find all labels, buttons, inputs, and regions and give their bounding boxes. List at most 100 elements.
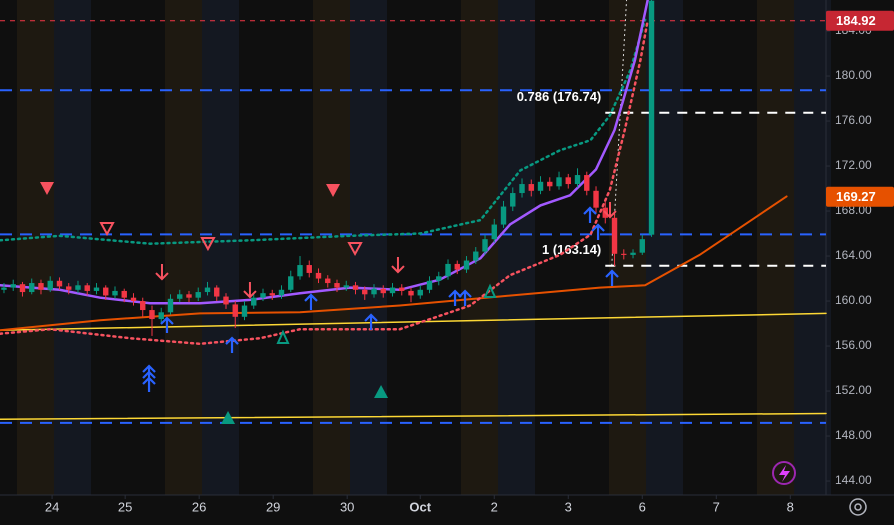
candle-body bbox=[528, 184, 534, 191]
candle-body bbox=[547, 181, 553, 187]
session-band bbox=[387, 0, 424, 495]
alert-icon[interactable] bbox=[772, 461, 796, 485]
signal-marker bbox=[225, 336, 239, 354]
candle-body bbox=[10, 284, 16, 288]
y-tick-label: 152.00 bbox=[835, 383, 872, 397]
session-band bbox=[683, 0, 720, 495]
indicator-line bbox=[0, 18, 650, 346]
candle-body bbox=[473, 251, 479, 261]
session-band bbox=[794, 0, 831, 495]
signal-marker bbox=[155, 264, 169, 281]
candle-body bbox=[269, 293, 275, 296]
candle-body bbox=[84, 285, 90, 291]
indicator-line bbox=[0, 412, 827, 420]
signal-marker bbox=[364, 313, 378, 330]
indicator-line bbox=[0, 312, 827, 332]
session-band bbox=[757, 0, 794, 495]
candle-body bbox=[241, 305, 248, 317]
session-band bbox=[165, 0, 202, 495]
signal-marker bbox=[276, 329, 290, 344]
candle-body bbox=[565, 177, 571, 185]
candle-body bbox=[112, 290, 118, 296]
session-shading bbox=[17, 0, 831, 495]
x-tick-label: 8 bbox=[787, 499, 794, 514]
signal-marker bbox=[200, 237, 216, 252]
session-band bbox=[17, 0, 54, 495]
candle-body bbox=[103, 287, 109, 296]
session-band bbox=[350, 0, 387, 495]
price-tag bbox=[826, 186, 894, 207]
candle-body bbox=[454, 263, 460, 270]
session-band bbox=[461, 0, 498, 495]
candle-body bbox=[621, 253, 627, 255]
indicator-line bbox=[0, 18, 647, 245]
x-tick-label: 29 bbox=[266, 499, 280, 514]
session-band bbox=[535, 0, 572, 495]
settings-button[interactable] bbox=[849, 498, 867, 516]
signal-marker bbox=[591, 223, 605, 240]
signal-marker bbox=[448, 289, 462, 307]
candle-body bbox=[362, 289, 368, 295]
candle-body bbox=[584, 175, 590, 191]
candle-body bbox=[639, 239, 645, 253]
candle-body bbox=[177, 294, 183, 299]
x-tick-label: 30 bbox=[340, 499, 354, 514]
alert-icon-ring[interactable] bbox=[772, 461, 796, 485]
signal-marker bbox=[243, 282, 257, 299]
session-band bbox=[239, 0, 276, 495]
candle-body bbox=[315, 272, 322, 279]
price-tag-label: 169.27 bbox=[836, 189, 876, 204]
candle-body bbox=[47, 280, 53, 290]
y-tick-label: 180.00 bbox=[835, 68, 872, 82]
candle-body bbox=[121, 290, 127, 298]
candle-body bbox=[214, 287, 220, 297]
candle-body bbox=[491, 224, 497, 240]
price-tag-label: 184.92 bbox=[836, 13, 876, 28]
candle-body bbox=[158, 312, 164, 320]
candle-body bbox=[75, 285, 81, 290]
x-tick-label: 25 bbox=[118, 499, 132, 514]
settings-gear[interactable] bbox=[849, 498, 867, 516]
candle-body bbox=[149, 310, 155, 320]
session-band bbox=[572, 0, 609, 495]
session-band bbox=[424, 0, 461, 495]
candle-body bbox=[556, 177, 562, 187]
candle-body bbox=[167, 298, 174, 313]
session-band bbox=[54, 0, 91, 495]
candle-body bbox=[399, 287, 405, 291]
candle-body bbox=[630, 252, 636, 255]
session-band bbox=[276, 0, 313, 495]
signal-marker bbox=[99, 222, 115, 237]
y-tick-label: 172.00 bbox=[835, 158, 872, 172]
y-tick-label: 156.00 bbox=[835, 338, 872, 352]
signal-marker bbox=[374, 384, 389, 398]
y-tick-label: 144.00 bbox=[835, 473, 872, 487]
candle-body bbox=[260, 293, 266, 298]
candle-body bbox=[56, 280, 63, 287]
candle-body bbox=[29, 283, 35, 293]
candle-body bbox=[436, 276, 442, 281]
candle-body bbox=[519, 184, 525, 194]
x-tick-label: 2 bbox=[491, 499, 498, 514]
candle-body bbox=[537, 181, 544, 191]
candle-body bbox=[278, 289, 285, 296]
candle-body bbox=[1, 287, 7, 290]
candle-body bbox=[371, 288, 377, 295]
x-tick-label: Oct bbox=[409, 499, 431, 514]
candle-body bbox=[334, 283, 340, 288]
alert-icon-bolt[interactable] bbox=[779, 465, 790, 482]
candle-body bbox=[426, 280, 433, 290]
candle-body bbox=[186, 294, 192, 298]
candle-body bbox=[500, 206, 507, 225]
candle-body bbox=[325, 278, 331, 284]
price-tag bbox=[826, 10, 894, 31]
y-tick-label: 160.00 bbox=[835, 293, 872, 307]
candle-body bbox=[195, 292, 201, 298]
signal-marker bbox=[39, 181, 54, 195]
signal-marker bbox=[603, 202, 617, 219]
signal-marker bbox=[221, 411, 236, 425]
candle-body bbox=[445, 263, 451, 277]
candle-body bbox=[204, 287, 211, 293]
settings-gear-hub[interactable] bbox=[854, 503, 862, 511]
candle-body bbox=[223, 296, 229, 305]
